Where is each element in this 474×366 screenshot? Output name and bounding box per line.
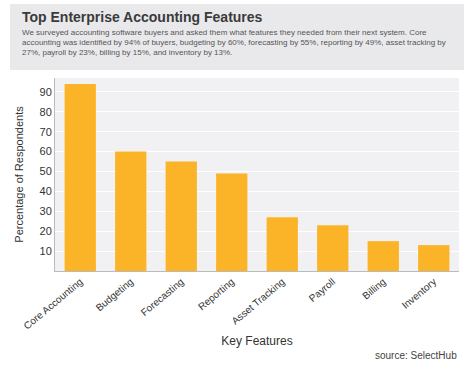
svg-text:Inventory: Inventory — [400, 276, 439, 311]
html-text:Top Enterprise Accounting Feat: Top Enterprise Accounting Features — [22, 9, 263, 25]
svg-text:10: 10 — [40, 245, 52, 257]
svg-text:source: SelectHub: source: SelectHub — [375, 350, 457, 361]
svg-text:Reporting: Reporting — [196, 276, 236, 312]
svg-text:20: 20 — [40, 225, 52, 237]
svg-text:Payroll: Payroll — [307, 276, 337, 304]
svg-text:70: 70 — [40, 126, 52, 138]
svg-text:Billing: Billing — [360, 276, 388, 302]
svg-text:80: 80 — [40, 106, 52, 118]
svg-text:Key Features: Key Features — [221, 334, 292, 348]
html-text:We surveyed accounting softwar: We surveyed accounting software buyers a… — [22, 28, 446, 57]
svg-text:40: 40 — [40, 185, 52, 197]
svg-text:Percentage of Respondents: Percentage of Respondents — [13, 106, 25, 243]
svg-text:Budgeting: Budgeting — [94, 276, 136, 313]
svg-text:50: 50 — [40, 165, 52, 177]
svg-text:Forecasting: Forecasting — [139, 276, 186, 318]
svg-text:Asset Tracking: Asset Tracking — [229, 276, 286, 327]
svg-text:30: 30 — [40, 205, 52, 217]
svg-text:90: 90 — [40, 86, 52, 98]
svg-text:Core Accounting: Core Accounting — [21, 276, 84, 332]
svg-text:60: 60 — [40, 145, 52, 157]
